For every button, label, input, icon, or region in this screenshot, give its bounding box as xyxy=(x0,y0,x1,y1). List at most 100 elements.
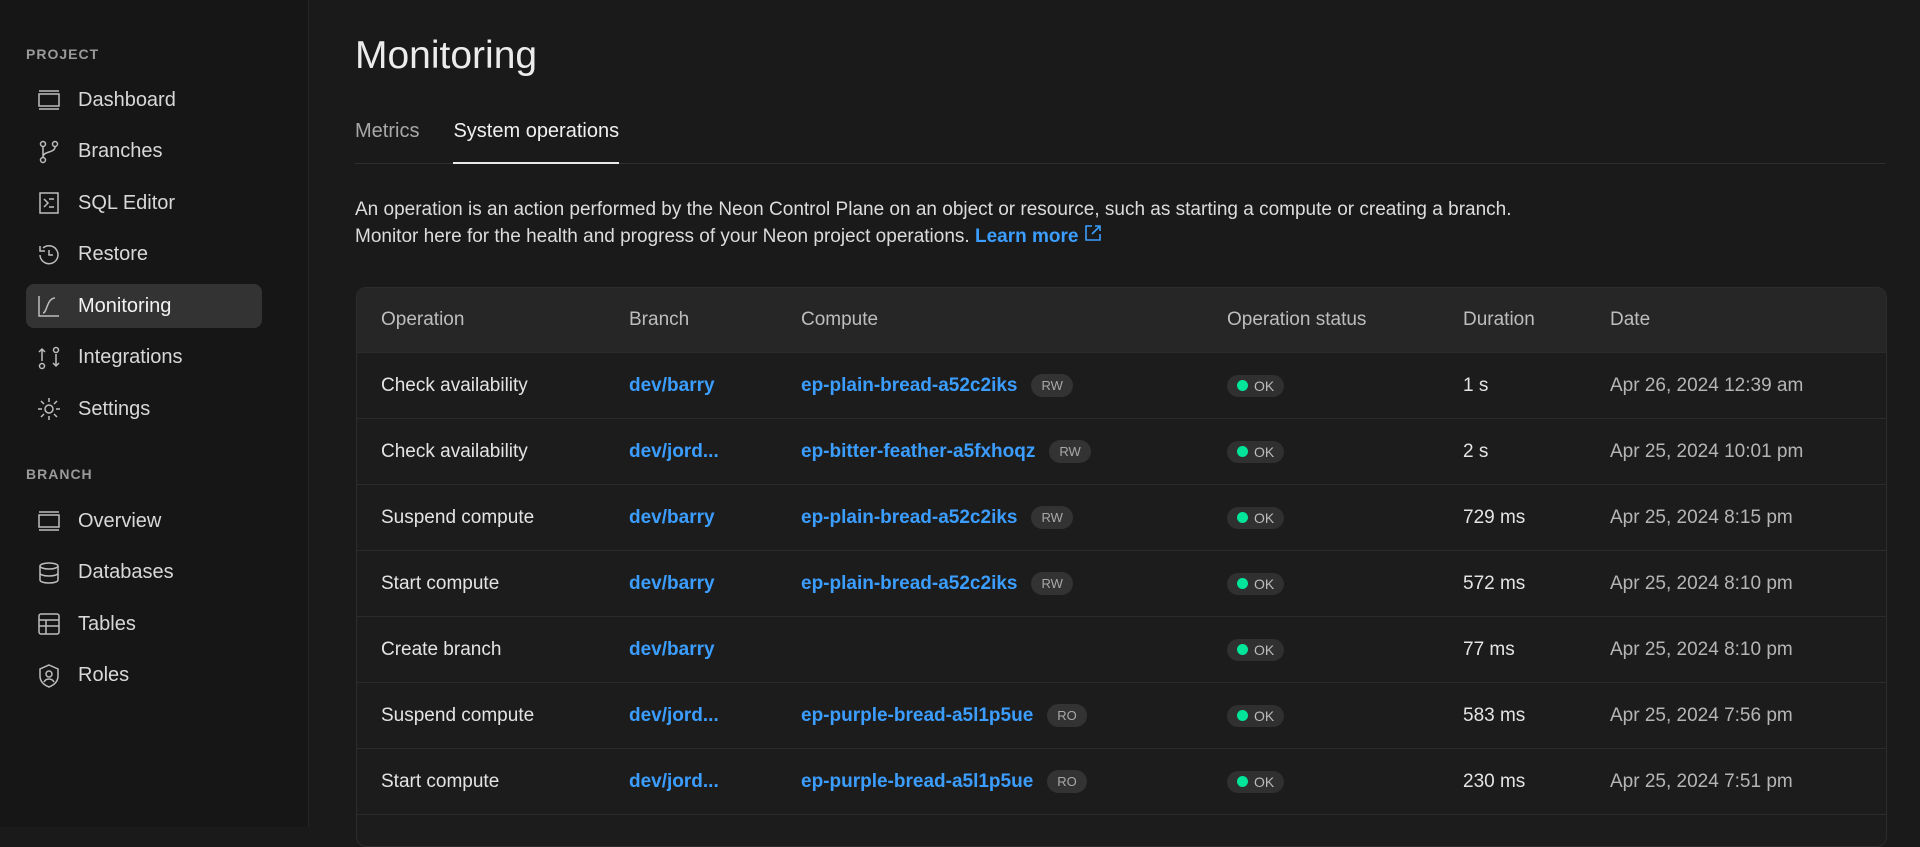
date-cell: Apr 25, 2024 7:51 pm xyxy=(1610,770,1793,792)
database-icon xyxy=(39,561,59,584)
status-cell: OK xyxy=(1227,551,1285,616)
table-row[interactable]: Check availability dev/jord... ep-bitter-f… xyxy=(357,419,1886,485)
branch-link[interactable]: dev/jord... xyxy=(629,440,719,462)
sidebar: PROJECT Dashboard Branches SQL Editor Resto… xyxy=(0,0,309,827)
tab-metrics[interactable]: Metrics xyxy=(355,120,420,142)
compute-mode-badge: RW xyxy=(1049,440,1091,463)
status-badge: OK xyxy=(1227,440,1285,463)
status-badge: OK xyxy=(1227,572,1285,595)
operation-cell: Suspend compute xyxy=(381,506,535,528)
sql-editor-icon xyxy=(39,192,59,214)
table-row[interactable]: Start compute dev/jord... ep-purple-bread-… xyxy=(357,749,1886,815)
date-cell: Apr 25, 2024 8:15 pm xyxy=(1610,506,1793,528)
project-section-label: PROJECT xyxy=(26,46,100,62)
status-label: OK xyxy=(1254,575,1275,592)
sidebar-item-label: SQL Editor xyxy=(78,191,176,214)
duration-cell: 2 s xyxy=(1463,440,1489,462)
status-label: OK xyxy=(1254,641,1275,658)
sidebar-item-restore[interactable]: Restore xyxy=(26,233,262,277)
compute-link[interactable]: ep-plain-bread-a52c2iks xyxy=(801,374,1018,396)
branch-link[interactable]: dev/barry xyxy=(629,374,715,396)
status-cell: OK xyxy=(1227,485,1285,550)
sidebar-item-branches[interactable]: Branches xyxy=(26,130,262,174)
branch-link[interactable]: dev/jord... xyxy=(629,770,719,792)
sidebar-item-label: Settings xyxy=(78,397,151,420)
learn-more-label: Learn more xyxy=(974,226,1079,247)
table-row[interactable]: Suspend compute dev/barry ep-plain-bread-a… xyxy=(357,485,1886,551)
column-header: Branch xyxy=(629,309,690,330)
branch-icon xyxy=(39,140,59,163)
date-cell: Apr 25, 2024 7:56 pm xyxy=(1610,704,1793,726)
sidebar-item-dashboard[interactable]: Dashboard xyxy=(26,78,262,122)
description: An operation is an action performed by t… xyxy=(355,196,1515,250)
table-row[interactable]: Create branch dev/barry OK 77 ms Apr 25, 202… xyxy=(357,617,1886,683)
duration-cell: 77 ms xyxy=(1463,638,1515,660)
sidebar-item-roles[interactable]: Roles xyxy=(26,654,262,698)
sidebar-item-integrations[interactable]: Integrations xyxy=(26,336,262,380)
operation-cell: Create branch xyxy=(381,638,502,660)
duration-cell: 230 ms xyxy=(1463,770,1526,792)
operation-cell: Start compute xyxy=(381,770,500,792)
overview-icon xyxy=(38,511,60,531)
page-title: Monitoring xyxy=(355,34,538,77)
status-label: OK xyxy=(1254,377,1275,394)
compute-mode-badge: RW xyxy=(1031,506,1073,529)
compute-cell: ep-plain-bread-a52c2iks RW xyxy=(801,485,1073,550)
status-ok-icon xyxy=(1237,380,1248,391)
compute-link[interactable]: ep-bitter-feather-a5fxhoqz xyxy=(801,440,1036,462)
sidebar-item-settings[interactable]: Settings xyxy=(26,387,262,431)
tab-system-operations[interactable]: System operations xyxy=(453,112,620,164)
compute-link[interactable]: ep-plain-bread-a52c2iks xyxy=(801,506,1018,528)
branch-section-label: BRANCH xyxy=(26,466,93,482)
branch-link[interactable]: dev/barry xyxy=(629,506,715,528)
table-row[interactable]: Suspend compute dev/jord... ep-purple-brea… xyxy=(357,683,1886,749)
compute-mode-badge: RO xyxy=(1047,704,1087,727)
branch-link[interactable]: dev/barry xyxy=(629,572,715,594)
column-header: Operation status xyxy=(1227,309,1367,330)
duration-cell: 729 ms xyxy=(1463,506,1526,528)
description-text: An operation is an action performed by t… xyxy=(355,199,1512,247)
monitoring-icon xyxy=(38,296,59,317)
date-cell: Apr 25, 2024 8:10 pm xyxy=(1610,638,1793,660)
status-cell: OK xyxy=(1227,353,1285,418)
status-label: OK xyxy=(1254,707,1275,724)
table-icon xyxy=(38,613,60,635)
column-header: Operation xyxy=(381,309,465,330)
learn-more-link[interactable]: Learn more xyxy=(974,225,1102,247)
status-label: OK xyxy=(1254,773,1275,790)
sidebar-item-label: Branches xyxy=(78,140,163,162)
date-cell: Apr 25, 2024 10:01 pm xyxy=(1610,440,1804,462)
status-cell: OK xyxy=(1227,617,1285,682)
sidebar-item-databases[interactable]: Databases xyxy=(26,551,262,595)
status-badge: OK xyxy=(1227,704,1285,727)
sidebar-item-sql-editor[interactable]: SQL Editor xyxy=(26,181,262,225)
compute-cell: ep-plain-bread-a52c2iks RW xyxy=(801,551,1073,616)
column-header: Duration xyxy=(1463,309,1535,330)
sidebar-item-overview[interactable]: Overview xyxy=(26,499,262,543)
status-cell: OK xyxy=(1227,419,1285,484)
tab-bar: Metrics System operations xyxy=(355,112,1886,164)
sidebar-item-tables[interactable]: Tables xyxy=(26,602,262,646)
column-header: Compute xyxy=(801,309,879,330)
duration-cell: 583 ms xyxy=(1463,704,1526,726)
column-header: Date xyxy=(1610,309,1651,330)
compute-link[interactable]: ep-purple-bread-a5l1p5ue xyxy=(801,704,1034,726)
restore-icon xyxy=(39,244,59,264)
compute-link[interactable]: ep-purple-bread-a5l1p5ue xyxy=(801,770,1034,792)
sidebar-item-monitoring[interactable]: Monitoring xyxy=(26,284,262,328)
table-row[interactable]: Start compute dev/barry ep-plain-bread-a52… xyxy=(357,551,1886,617)
branch-link[interactable]: dev/jord... xyxy=(629,704,719,726)
sidebar-item-label: Tables xyxy=(78,612,136,635)
branch-link[interactable]: dev/barry xyxy=(629,638,715,660)
compute-mode-badge: RO xyxy=(1047,770,1087,793)
compute-link[interactable]: ep-plain-bread-a52c2iks xyxy=(801,572,1018,594)
status-ok-icon xyxy=(1237,578,1248,589)
gear-icon xyxy=(38,398,60,420)
status-cell: OK xyxy=(1227,749,1285,814)
table-row[interactable]: Check availability dev/barry ep-plain-brea… xyxy=(357,353,1886,419)
duration-cell: 1 s xyxy=(1463,374,1489,396)
status-ok-icon xyxy=(1237,776,1248,787)
operation-cell: Suspend compute xyxy=(381,704,535,726)
external-link-icon xyxy=(1084,225,1101,241)
status-ok-icon xyxy=(1237,512,1248,523)
